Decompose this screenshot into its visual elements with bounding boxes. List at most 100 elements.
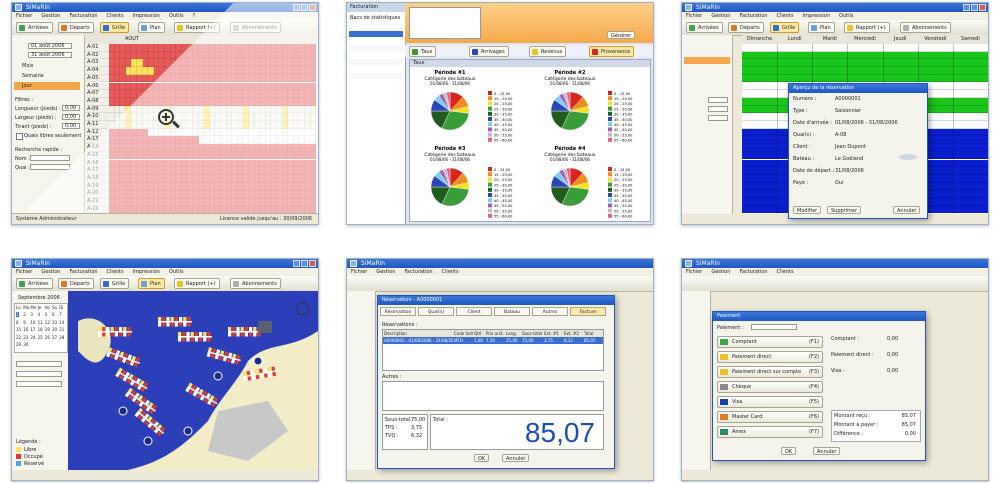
slip[interactable] <box>242 371 247 376</box>
annuler-button[interactable]: Annuler <box>502 454 530 462</box>
slip[interactable] <box>126 378 131 384</box>
close-icon[interactable] <box>309 4 316 11</box>
slip[interactable] <box>244 332 248 337</box>
grid-cell[interactable] <box>310 190 317 198</box>
slip[interactable] <box>194 332 198 336</box>
payment-method-button[interactable]: Paiement direct (F2) <box>717 351 823 363</box>
rapport-button[interactable]: Rapport (+) <box>174 278 220 289</box>
ok-button[interactable]: OK <box>781 447 797 455</box>
slip[interactable] <box>244 327 248 331</box>
annuler-button[interactable]: Annuler <box>893 206 921 214</box>
slip[interactable] <box>127 327 131 331</box>
table-cell[interactable]: 1,00 <box>473 337 485 344</box>
slip[interactable] <box>137 414 143 420</box>
reservations-table[interactable]: Description A0000001 - 01/08/2006 - 31/08… <box>382 329 604 371</box>
mini-calendar[interactable]: Lu Ma Me Je Ve Sa Di 1 2 3 4 5 6 7 8 9 10 11 12 13 14 15 16 17 1… <box>14 303 68 353</box>
slip[interactable] <box>202 390 208 396</box>
slip[interactable] <box>222 356 227 362</box>
calendar-day[interactable]: 9 <box>23 319 26 325</box>
slip[interactable] <box>254 369 259 374</box>
table-cell[interactable]: 3,75 <box>543 337 563 344</box>
slip[interactable] <box>145 406 151 412</box>
stats-list-item[interactable] <box>349 38 403 44</box>
slip[interactable] <box>240 327 244 331</box>
grille-button[interactable]: Grille <box>100 22 130 33</box>
payment-method-button[interactable]: Visa (F5) <box>717 396 823 408</box>
slip[interactable] <box>257 332 261 337</box>
grid-cell[interactable] <box>310 151 317 160</box>
slip[interactable] <box>220 350 225 356</box>
invoice-tab[interactable]: Autres <box>532 307 568 316</box>
slip[interactable] <box>135 357 141 363</box>
payment-method-button[interactable]: Comptant (F1) <box>717 336 823 348</box>
slip[interactable] <box>110 332 114 337</box>
slip[interactable] <box>206 393 211 399</box>
slip[interactable] <box>228 332 232 337</box>
calendar-day[interactable]: 22 <box>16 334 22 340</box>
calendar-day[interactable]: 25 <box>37 334 43 340</box>
minimize-icon[interactable] <box>963 4 970 11</box>
slip[interactable] <box>121 369 127 375</box>
map-filter-2[interactable] <box>16 371 62 377</box>
slip[interactable] <box>183 322 187 327</box>
slip[interactable] <box>232 327 236 331</box>
slip[interactable] <box>118 367 123 373</box>
slip[interactable] <box>129 361 135 366</box>
departs-button[interactable]: Départs <box>58 22 94 33</box>
date-to-input[interactable]: 31 août 2006 <box>28 52 72 58</box>
generer-button[interactable]: Générer <box>607 31 636 39</box>
nom-input[interactable] <box>30 155 70 161</box>
map-filter-1[interactable] <box>16 361 62 367</box>
slip[interactable] <box>138 401 144 407</box>
reservation-grid[interactable]: A-01 A-02 A-03 A-04 A-05 A-06 A-07 A-08 A-09 A-10… <box>85 44 318 214</box>
calendar-day[interactable]: 3 <box>30 312 33 317</box>
calendar-day[interactable]: 7 <box>59 312 62 317</box>
menu-facturation[interactable]: Facturation <box>69 269 98 275</box>
invoice-tab[interactable]: Quai(s) <box>418 307 454 316</box>
slip[interactable] <box>213 397 219 403</box>
calendar-day[interactable]: 24 <box>30 334 36 340</box>
autres-table[interactable] <box>382 381 604 411</box>
slip[interactable] <box>114 327 118 331</box>
grid-cell[interactable] <box>310 82 317 91</box>
payment-method-button[interactable]: Chèque (F4) <box>717 381 823 393</box>
slip[interactable] <box>199 395 205 401</box>
maximize-icon[interactable] <box>971 4 978 11</box>
slip[interactable] <box>162 322 166 327</box>
slip[interactable] <box>191 384 197 390</box>
slip[interactable] <box>207 332 211 336</box>
menu-help[interactable]: ? <box>192 13 196 19</box>
slip[interactable] <box>106 352 111 358</box>
grid-cell[interactable] <box>310 113 317 121</box>
menu-fichier[interactable]: Fichier <box>686 13 703 19</box>
slip[interactable] <box>253 332 257 337</box>
slip[interactable] <box>224 351 229 357</box>
slip[interactable] <box>139 380 145 386</box>
slip[interactable] <box>186 337 190 342</box>
menu-facturation[interactable]: Facturation <box>739 269 768 275</box>
maximize-icon[interactable] <box>301 260 308 267</box>
slip[interactable] <box>140 386 146 393</box>
slip[interactable] <box>212 348 217 353</box>
slip[interactable] <box>125 371 131 377</box>
slip[interactable] <box>247 376 252 381</box>
arrivees-button[interactable]: Arrivées <box>16 22 53 33</box>
slip[interactable] <box>110 353 115 359</box>
slip[interactable] <box>210 401 216 408</box>
menu-fichier[interactable]: Fichier <box>16 13 33 19</box>
slip[interactable] <box>218 355 223 361</box>
filter-input-2[interactable] <box>708 106 728 112</box>
slip[interactable] <box>123 332 127 337</box>
slip[interactable] <box>133 382 139 388</box>
slip[interactable] <box>251 375 256 380</box>
stats-list[interactable] <box>349 24 403 94</box>
abonnements-button[interactable]: Abonnements <box>900 22 951 33</box>
grid-cell[interactable] <box>310 121 317 129</box>
slip[interactable] <box>114 355 119 361</box>
calendar-day[interactable]: 21 <box>59 327 65 332</box>
slip[interactable] <box>118 374 124 380</box>
slip[interactable] <box>129 380 135 386</box>
grid-cell[interactable] <box>310 97 317 106</box>
table-cell[interactable]: 6,32 <box>563 337 583 344</box>
week-row[interactable] <box>742 67 988 75</box>
